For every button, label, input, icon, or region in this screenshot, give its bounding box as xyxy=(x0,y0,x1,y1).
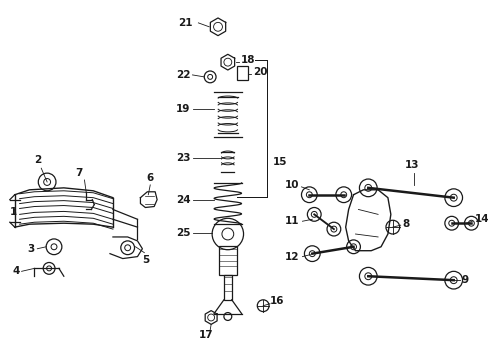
Text: 6: 6 xyxy=(146,173,154,183)
Text: 24: 24 xyxy=(176,195,190,204)
Text: 5: 5 xyxy=(142,255,149,265)
Text: 4: 4 xyxy=(12,266,20,276)
Text: 15: 15 xyxy=(272,157,287,167)
Text: 18: 18 xyxy=(240,55,255,65)
Text: 3: 3 xyxy=(27,244,34,254)
Text: 2: 2 xyxy=(34,155,41,165)
Text: 23: 23 xyxy=(176,153,190,163)
Text: 17: 17 xyxy=(199,330,213,340)
Text: 11: 11 xyxy=(285,216,299,226)
Text: 7: 7 xyxy=(75,168,82,178)
Text: 9: 9 xyxy=(461,275,468,285)
Text: 21: 21 xyxy=(178,18,192,28)
Text: 25: 25 xyxy=(176,228,190,238)
Bar xyxy=(236,66,248,80)
Bar xyxy=(219,246,236,275)
Text: 22: 22 xyxy=(176,70,190,80)
Bar xyxy=(224,275,231,300)
Text: 19: 19 xyxy=(176,104,190,114)
Text: 13: 13 xyxy=(405,160,419,170)
Text: 8: 8 xyxy=(402,219,409,229)
Text: 10: 10 xyxy=(285,180,299,190)
Text: 12: 12 xyxy=(285,252,299,262)
Text: 20: 20 xyxy=(253,67,267,77)
Text: 14: 14 xyxy=(473,214,488,224)
Text: 1: 1 xyxy=(10,207,17,217)
Text: 16: 16 xyxy=(269,296,284,306)
